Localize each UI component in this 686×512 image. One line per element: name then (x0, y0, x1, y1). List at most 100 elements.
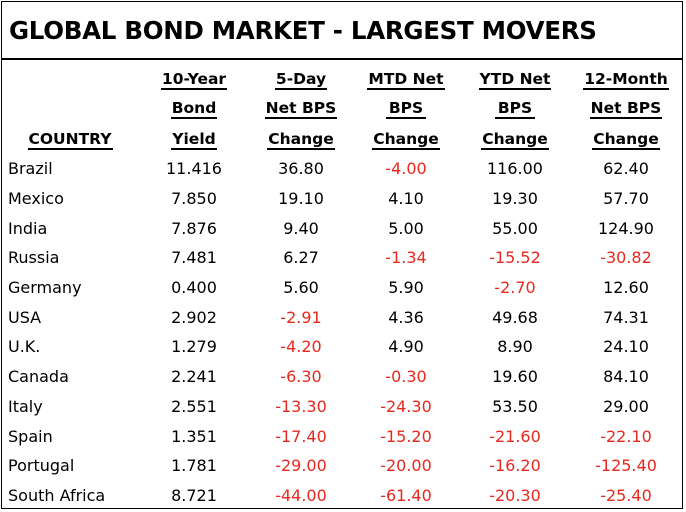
value-cell: 12.60 (603, 278, 649, 298)
value-cell: 19.30 (492, 189, 538, 209)
value-cell: 2.902 (171, 307, 217, 327)
value-cell: 1.781 (171, 456, 217, 476)
value-cell: 5.60 (283, 278, 319, 298)
header-label: 12-Month (583, 70, 669, 90)
country-cell: India (8, 218, 48, 238)
table-row: Germany 0.400 5.60 5.90 -2.70 12.60 (2, 273, 682, 303)
value-cell: -2.70 (494, 278, 536, 298)
value-cell: -4.00 (385, 159, 427, 179)
value-cell: 7.850 (171, 189, 217, 209)
value-cell: -25.40 (600, 485, 652, 505)
value-cell: 5.90 (388, 278, 424, 298)
value-cell: 8.721 (171, 485, 217, 505)
value-cell: 2.241 (171, 367, 217, 387)
header-label: Change (481, 130, 549, 150)
table-row: South Africa 8.721 -44.00 -61.40 -20.30 -25.4… (2, 481, 682, 511)
table-header: 10-Year 5-Day MTD Net YTD Net 12-Month B… (2, 60, 682, 154)
value-cell: -21.60 (489, 426, 541, 446)
value-cell: 7.876 (171, 218, 217, 238)
header-cell: Net BPS (570, 91, 682, 120)
header-cell: BPS (460, 91, 570, 120)
table-row: U.K. 1.279 -4.20 4.90 8.90 24.10 (2, 332, 682, 362)
value-cell: 57.70 (603, 189, 649, 209)
value-cell: 19.60 (492, 367, 538, 387)
value-cell: 24.10 (603, 337, 649, 357)
value-cell: 62.40 (603, 159, 649, 179)
value-cell: -15.20 (380, 426, 432, 446)
table-row: Canada 2.241 -6.30 -0.30 19.60 84.10 (2, 362, 682, 392)
header-label: Net BPS (264, 99, 338, 119)
value-cell: 6.27 (283, 248, 319, 268)
value-cell: -1.34 (385, 248, 427, 268)
header-cell: Change (250, 120, 352, 154)
value-cell: -44.00 (275, 485, 327, 505)
value-cell: -2.91 (280, 307, 322, 327)
value-cell: 11.416 (166, 159, 222, 179)
value-cell: 36.80 (278, 159, 324, 179)
header-cell: Change (570, 120, 682, 154)
page-title: GLOBAL BOND MARKET - LARGEST MOVERS (2, 2, 682, 60)
table-row: Portugal 1.781 -29.00 -20.00 -16.20 -125.40 (2, 451, 682, 481)
header-cell: 12-Month (570, 60, 682, 91)
value-cell: 2.551 (171, 396, 217, 416)
value-cell: 53.50 (492, 396, 538, 416)
country-cell: Portugal (8, 456, 75, 476)
value-cell: 7.481 (171, 248, 217, 268)
value-cell: 84.10 (603, 367, 649, 387)
header-label: YTD Net (478, 70, 552, 90)
table-body: Brazil 11.416 36.80 -4.00 116.00 62.40 Mexico 7… (2, 154, 682, 510)
header-cell: YTD Net (460, 60, 570, 91)
header-cell: Net BPS (250, 91, 352, 120)
value-cell: 116.00 (487, 159, 543, 179)
value-cell: 124.90 (598, 218, 654, 238)
header-cell: MTD Net (352, 60, 460, 91)
header-label: 5-Day (274, 70, 328, 90)
value-cell: 55.00 (492, 218, 538, 238)
country-cell: USA (8, 307, 42, 327)
value-cell: -29.00 (275, 456, 327, 476)
country-header: COUNTRY (27, 130, 113, 150)
table-row: Mexico 7.850 19.10 4.10 19.30 57.70 (2, 184, 682, 214)
value-cell: 74.31 (603, 307, 649, 327)
header-label: Change (267, 130, 335, 150)
value-cell: -61.40 (380, 485, 432, 505)
value-cell: 29.00 (603, 396, 649, 416)
header-label: Net BPS (589, 99, 663, 119)
header-cell: Change (460, 120, 570, 154)
country-cell: U.K. (8, 337, 41, 357)
header-label: BPS (494, 100, 536, 119)
value-cell: -13.30 (275, 396, 327, 416)
table-row: Russia 7.481 6.27 -1.34 -15.52 -30.82 (2, 243, 682, 273)
value-cell: -17.40 (275, 426, 327, 446)
country-cell: South Africa (8, 485, 106, 505)
value-cell: 1.279 (171, 337, 217, 357)
value-cell: -16.20 (489, 456, 541, 476)
value-cell: 1.351 (171, 426, 217, 446)
value-cell: 5.00 (388, 218, 424, 238)
value-cell: 8.90 (497, 337, 533, 357)
country-cell: Brazil (8, 159, 53, 179)
header-cell: Change (352, 120, 460, 154)
country-cell: Italy (8, 396, 43, 416)
value-cell: -0.30 (385, 367, 427, 387)
header-label: Bond (170, 99, 218, 119)
header-cell (2, 60, 138, 91)
table-row: Spain 1.351 -17.40 -15.20 -21.60 -22.10 (2, 421, 682, 451)
value-cell: 49.68 (492, 307, 538, 327)
header-cell: 10-Year (138, 60, 250, 91)
value-cell: -30.82 (600, 248, 652, 268)
header-label: MTD Net (367, 70, 445, 90)
value-cell: 4.36 (388, 307, 424, 327)
header-label: Change (592, 130, 660, 150)
value-cell: -15.52 (489, 248, 541, 268)
value-cell: -20.00 (380, 456, 432, 476)
header-cell: BPS (352, 91, 460, 120)
table-row: India 7.876 9.40 5.00 55.00 124.90 (2, 213, 682, 243)
value-cell: -24.30 (380, 396, 432, 416)
value-cell: 0.400 (171, 278, 217, 298)
table-row: Brazil 11.416 36.80 -4.00 116.00 62.40 (2, 154, 682, 184)
value-cell: -6.30 (280, 367, 322, 387)
country-cell: Canada (8, 367, 69, 387)
header-cell (2, 91, 138, 120)
